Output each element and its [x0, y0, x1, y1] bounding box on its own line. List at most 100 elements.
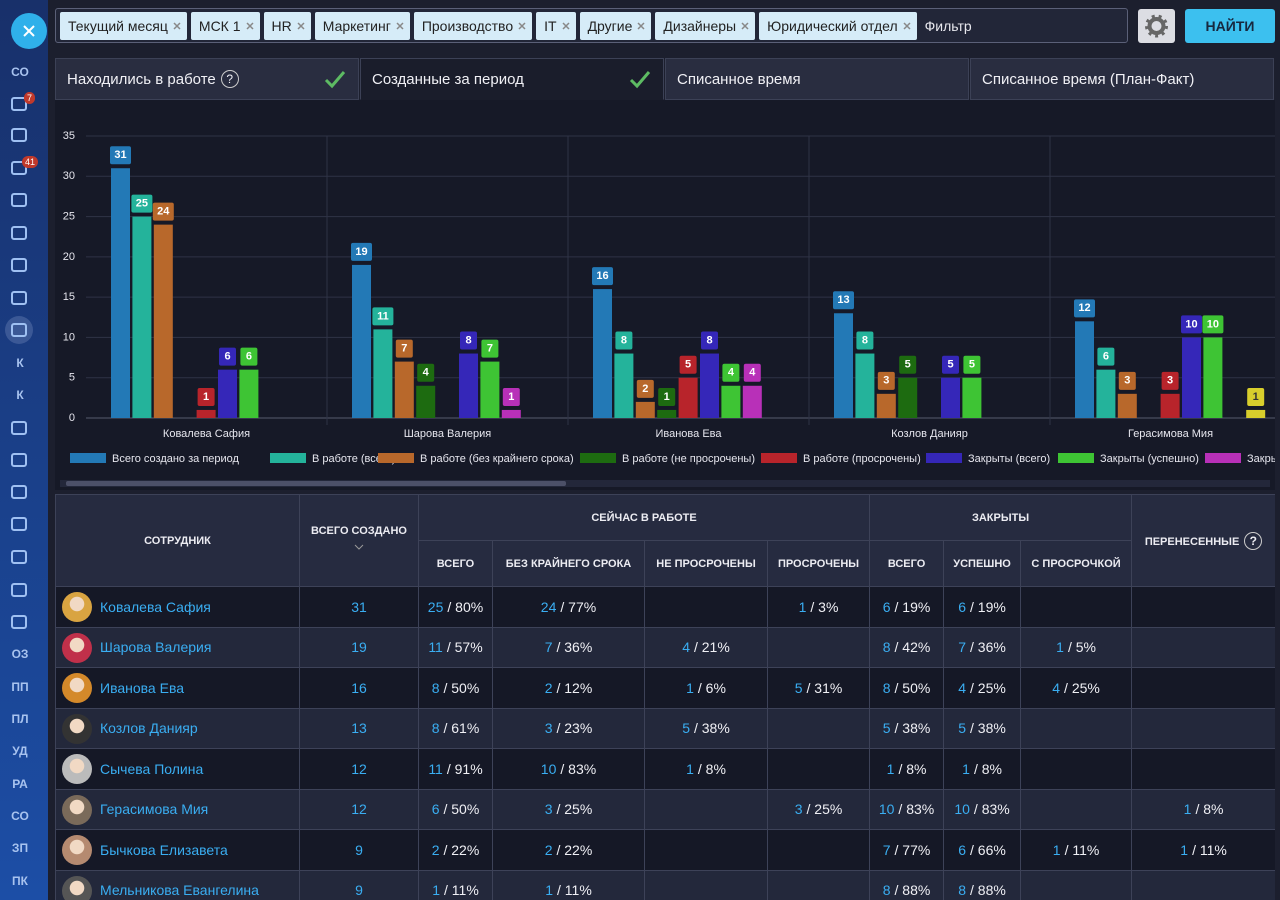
stat-count[interactable]: 1 — [545, 882, 554, 899]
sidebar-label[interactable]: СО — [11, 809, 29, 823]
stat-count[interactable]: 4 — [958, 679, 967, 696]
value-label-box — [372, 307, 394, 326]
stat-count[interactable]: 25 — [427, 598, 444, 615]
stat-count[interactable]: 8 — [431, 679, 440, 696]
search-button[interactable]: НАЙТИ — [1185, 9, 1275, 43]
stat-count[interactable]: 10 — [878, 801, 895, 818]
sidebar-icon[interactable] — [11, 615, 27, 629]
stat-count[interactable]: 2 — [544, 841, 553, 858]
sidebar-icon[interactable] — [11, 323, 27, 337]
sidebar-label[interactable]: ПП — [11, 680, 29, 694]
chip-remove[interactable] — [173, 21, 181, 30]
sidebar-icon[interactable] — [11, 421, 27, 435]
stat-count[interactable]: 1 — [432, 882, 441, 899]
sidebar-icon[interactable] — [11, 128, 27, 142]
sidebar-label[interactable]: СО — [11, 65, 29, 79]
stat-count[interactable]: 4 — [682, 639, 690, 656]
tab[interactable]: Списанное время (План-Факт) — [970, 58, 1274, 100]
sidebar-icon[interactable] — [11, 453, 27, 467]
stat-count[interactable]: 8 — [882, 882, 891, 899]
employee-name[interactable]: Иванова Ева — [100, 679, 185, 696]
chip-remove[interactable] — [903, 21, 911, 30]
sidebar-label[interactable]: К — [16, 356, 24, 370]
stat-count[interactable]: 1 — [1180, 841, 1189, 858]
sidebar-label[interactable]: ЗП — [11, 841, 29, 855]
chip-remove[interactable] — [637, 21, 645, 30]
header-moved[interactable]: ПЕРЕНЕСЕННЫЕ? — [1131, 494, 1275, 587]
sidebar-icon[interactable] — [11, 550, 27, 564]
employee-name[interactable]: Шарова Валерия — [100, 639, 212, 656]
sidebar-icon[interactable] — [11, 226, 27, 240]
tab[interactable]: Находились в работе? — [55, 58, 359, 100]
stat-count[interactable]: 8 — [882, 639, 891, 656]
sidebar-icon[interactable] — [11, 485, 27, 499]
header-total[interactable]: ВСЕГО СОЗДАНО — [299, 494, 419, 587]
stat-count[interactable]: 1 — [686, 679, 694, 696]
sidebar-icon[interactable] — [11, 291, 27, 305]
employee-name[interactable]: Бычкова Елизавета — [100, 841, 228, 858]
sidebar-icon[interactable] — [11, 258, 27, 272]
stat-count[interactable]: 3 — [544, 720, 553, 737]
stat-count[interactable]: 7 — [544, 639, 553, 656]
stat-count[interactable]: 6 — [958, 841, 967, 858]
sidebar-icon[interactable] — [11, 97, 27, 111]
stat-count[interactable]: 6 — [431, 801, 440, 818]
stat-count[interactable]: 10 — [540, 760, 557, 777]
stat-count[interactable]: 7 — [958, 639, 967, 656]
stat-count[interactable]: 7 — [882, 841, 891, 858]
sidebar-label[interactable]: ПЛ — [11, 712, 29, 726]
help-icon[interactable]: ? — [1244, 531, 1263, 550]
stat-count[interactable]: 5 — [794, 679, 803, 696]
stat-count[interactable]: 3 — [794, 801, 803, 818]
chip-remove[interactable] — [562, 21, 570, 30]
sidebar-icon[interactable] — [11, 161, 27, 175]
stat-count[interactable]: 2 — [544, 679, 553, 696]
sidebar-label[interactable]: РА — [12, 777, 28, 791]
sidebar-icon[interactable] — [11, 583, 27, 597]
stat-count[interactable]: 6 — [882, 598, 891, 615]
header-employee[interactable]: СОТРУДНИК — [55, 494, 300, 587]
stat-count[interactable]: 24 — [540, 598, 557, 615]
employee-name[interactable]: Ковалева Сафия — [100, 598, 211, 615]
stat-count[interactable]: 5 — [882, 720, 891, 737]
stat-count[interactable]: 3 — [544, 801, 553, 818]
sidebar-label[interactable]: ПК — [12, 874, 28, 888]
stat-count[interactable]: 1 — [962, 760, 970, 777]
employee-name[interactable]: Мельникова Евангелина — [100, 882, 259, 899]
stat-count[interactable]: 1 — [1052, 841, 1061, 858]
chip-remove[interactable] — [245, 21, 254, 30]
tab[interactable]: Созданные за период — [360, 58, 664, 100]
stat-count[interactable]: 1 — [1056, 639, 1064, 656]
stat-count[interactable]: 8 — [431, 720, 440, 737]
chip-remove[interactable] — [741, 21, 749, 30]
stat-count[interactable]: 5 — [682, 720, 690, 737]
tab[interactable]: Списанное время — [665, 58, 969, 100]
stat-count[interactable]: 4 — [1052, 679, 1061, 696]
stat-count[interactable]: 11 — [428, 639, 443, 656]
filter-bar[interactable]: Текущий месяц МСК 1 HR Маркетинг Производств… — [55, 8, 1128, 43]
sidebar-icon[interactable] — [11, 517, 27, 531]
chip-remove[interactable] — [518, 21, 526, 30]
employee-name[interactable]: Сычева Полина — [100, 760, 204, 777]
stat-count[interactable]: 1 — [798, 598, 807, 615]
stat-count[interactable]: 11 — [428, 760, 443, 777]
sidebar-label[interactable]: К — [16, 388, 24, 402]
chip-remove[interactable] — [297, 21, 305, 30]
stat-count[interactable]: 10 — [954, 801, 970, 818]
stat-count[interactable]: 8 — [882, 679, 891, 696]
sidebar-label[interactable]: УД — [12, 744, 28, 758]
stat-count[interactable]: 1 — [686, 760, 694, 777]
employee-name[interactable]: Козлов Данияр — [100, 720, 198, 737]
sidebar-label[interactable]: ОЗ — [11, 647, 29, 661]
chip-remove[interactable] — [396, 21, 404, 30]
sidebar-icon[interactable] — [11, 193, 27, 207]
settings-button[interactable] — [1138, 9, 1175, 43]
stat-count[interactable]: 8 — [958, 882, 967, 899]
stat-count[interactable]: 1 — [1183, 801, 1192, 818]
employee-name[interactable]: Герасимова Мия — [100, 801, 209, 818]
stat-count[interactable]: 1 — [886, 760, 895, 777]
stat-count[interactable]: 5 — [958, 720, 967, 737]
scroll-thumb[interactable] — [66, 481, 566, 486]
stat-count[interactable]: 6 — [958, 598, 967, 615]
stat-count[interactable]: 2 — [431, 841, 440, 858]
